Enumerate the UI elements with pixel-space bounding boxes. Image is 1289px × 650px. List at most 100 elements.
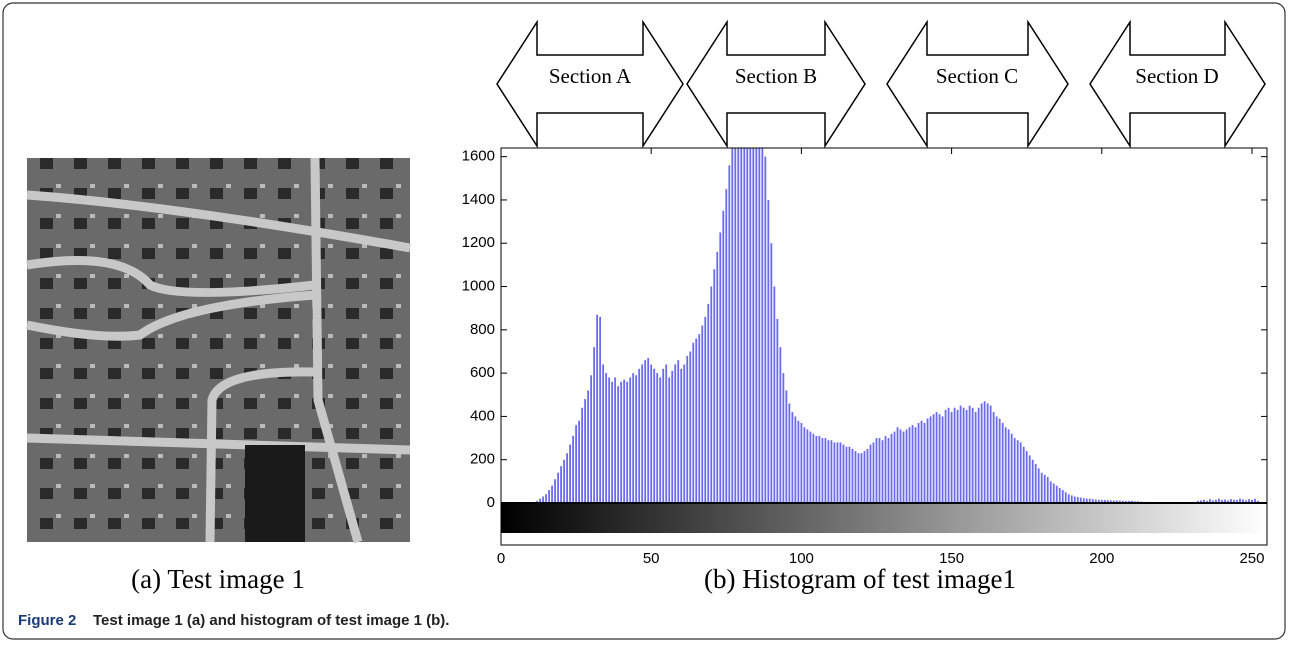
bar	[563, 460, 565, 503]
histogram-bars	[533, 109, 1259, 503]
bar	[942, 416, 944, 503]
bar	[578, 421, 580, 503]
bar	[755, 135, 757, 503]
bar	[647, 358, 649, 503]
bar	[770, 243, 772, 503]
bar	[1017, 440, 1019, 503]
y-tick-label: 800	[470, 321, 495, 338]
bar	[966, 410, 968, 503]
y-tick-label: 1000	[462, 278, 495, 295]
bar	[1026, 451, 1028, 503]
bar	[819, 436, 821, 503]
y-tick-label: 600	[470, 364, 495, 381]
bar	[927, 419, 929, 503]
bar	[728, 165, 730, 503]
bar	[849, 447, 851, 503]
bar	[596, 315, 598, 503]
bar	[810, 432, 812, 503]
bar	[740, 109, 742, 503]
bar	[761, 146, 763, 503]
bar	[999, 419, 1001, 503]
figure-label: Figure 2	[18, 612, 76, 629]
bar	[933, 414, 935, 503]
bar	[876, 438, 878, 503]
bar	[837, 442, 839, 503]
bar	[614, 377, 616, 503]
bar	[936, 412, 938, 503]
bar	[797, 421, 799, 503]
bar	[686, 356, 688, 503]
bar	[834, 442, 836, 503]
bar	[984, 401, 986, 503]
bar	[1023, 447, 1025, 503]
bar	[1005, 427, 1007, 503]
bar	[776, 319, 778, 503]
bar	[990, 406, 992, 503]
bar	[1008, 429, 1010, 503]
bar	[650, 364, 652, 503]
bar	[695, 338, 697, 503]
bar	[840, 442, 842, 503]
bar	[969, 406, 971, 503]
bar	[656, 373, 658, 503]
bar	[587, 390, 589, 503]
bar	[900, 429, 902, 503]
test-image	[27, 158, 410, 542]
y-tick-label: 1400	[462, 191, 495, 208]
bar	[800, 423, 802, 503]
bar	[864, 451, 866, 503]
bar	[737, 113, 739, 503]
bar	[635, 375, 637, 503]
x-tick-label: 250	[1239, 550, 1264, 567]
bar	[644, 360, 646, 503]
bar	[689, 351, 691, 503]
bar	[1071, 495, 1073, 503]
bar	[816, 436, 818, 503]
bar	[620, 382, 622, 503]
bar	[803, 427, 805, 503]
bar	[909, 427, 911, 503]
bar	[749, 122, 751, 503]
bar	[557, 473, 559, 503]
bar	[788, 403, 790, 503]
bar	[828, 440, 830, 503]
bar	[590, 375, 592, 503]
y-tick-label: 1200	[462, 234, 495, 251]
bar	[623, 380, 625, 503]
bar	[963, 408, 965, 503]
bar	[779, 347, 781, 503]
bar	[725, 189, 727, 503]
bar	[653, 369, 655, 503]
bar	[581, 408, 583, 503]
bar	[906, 429, 908, 503]
bar	[1041, 473, 1043, 503]
bar	[551, 486, 553, 503]
bar	[939, 414, 941, 503]
bar	[855, 451, 857, 503]
y-tick-label: 1600	[462, 148, 495, 165]
bar	[743, 113, 745, 503]
bar	[1002, 423, 1004, 503]
bar	[894, 432, 896, 503]
bar	[569, 445, 571, 503]
bar	[1053, 484, 1055, 503]
bar	[870, 445, 872, 503]
bar	[873, 442, 875, 503]
bar	[951, 412, 953, 503]
bar	[882, 440, 884, 503]
bar	[897, 427, 899, 503]
bar	[978, 408, 980, 503]
bar	[677, 360, 679, 503]
bar	[1020, 442, 1022, 503]
bar	[948, 408, 950, 503]
bar	[707, 304, 709, 503]
bar	[605, 373, 607, 503]
bar	[632, 373, 634, 503]
bar	[545, 494, 547, 503]
y-tick-label: 0	[487, 494, 495, 511]
bar	[957, 410, 959, 503]
bar	[806, 429, 808, 503]
bar	[782, 373, 784, 503]
bar	[879, 438, 881, 503]
